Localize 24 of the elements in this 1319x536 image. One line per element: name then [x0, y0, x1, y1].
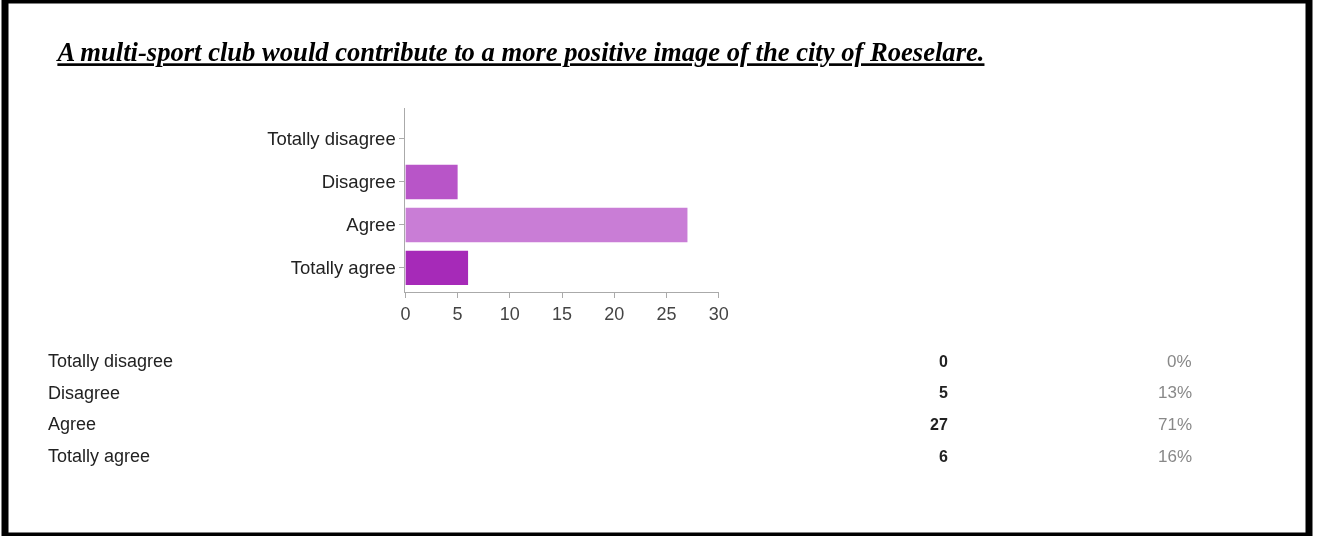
x-tick-label: 10: [499, 303, 520, 324]
text: 6: [939, 448, 948, 465]
text: 13%: [1158, 383, 1193, 402]
x-tick-label: 25: [656, 303, 677, 324]
category-label: Totally agree: [48, 446, 151, 466]
category-label: Agree: [48, 414, 97, 434]
text: 16%: [1158, 447, 1193, 466]
y-tick-label: Agree: [346, 214, 396, 236]
text: 0: [939, 353, 948, 370]
x-tick-label: 15: [552, 303, 573, 324]
x-tick-label: 0: [400, 303, 411, 324]
x-tick-label: 30: [708, 303, 729, 324]
category-label: Totally disagree: [48, 351, 174, 371]
x-tick-label: 20: [604, 303, 625, 324]
text: 71%: [1158, 415, 1193, 434]
category-label: Disagree: [48, 383, 121, 403]
x-tick-label: 5: [452, 303, 463, 324]
y-tick-label: Totally agree: [290, 257, 396, 279]
chart-title: A multi-sport club would contribute to a more positive image of the city of Roeselare.: [55, 37, 985, 68]
text: 27: [930, 416, 948, 433]
y-tick-label: Disagree: [321, 171, 396, 193]
y-tick-label: Totally disagree: [267, 128, 396, 150]
text: 0%: [1167, 352, 1192, 371]
text: 5: [939, 384, 948, 401]
